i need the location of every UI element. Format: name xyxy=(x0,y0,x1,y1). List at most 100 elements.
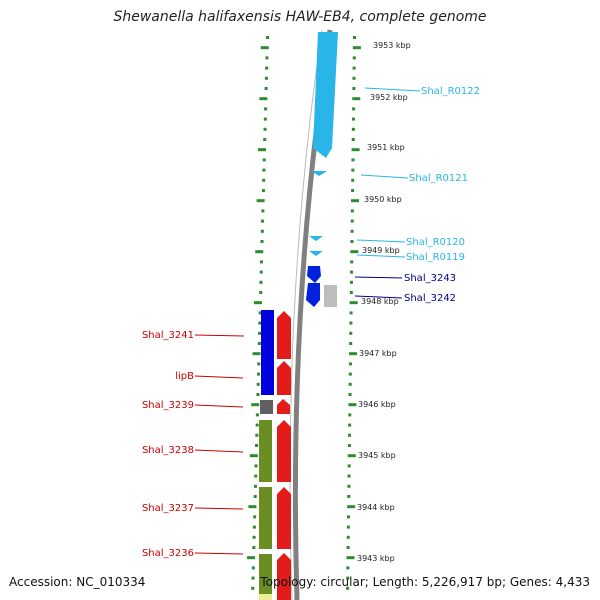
left-ruler-tick xyxy=(253,495,257,498)
left-ruler-tick xyxy=(249,454,258,458)
right-ruler-tick xyxy=(348,393,352,396)
cds-arrow-1[interactable] xyxy=(277,311,291,359)
left-ruler-tick xyxy=(256,393,260,396)
left-ruler-tick xyxy=(252,525,256,529)
kbp-tick-labels: 3953 kbp 3952 kbp 3951 kbp 3950 kbp 3949… xyxy=(357,41,411,563)
kbp-label-3944: 3944 kbp xyxy=(357,503,395,512)
right-ruler-tick xyxy=(351,138,355,141)
left-ruler-tick xyxy=(264,87,268,90)
leader-shal-3239 xyxy=(194,404,244,408)
right-ruler-tick xyxy=(351,158,355,162)
right-ruler-tick xyxy=(346,576,350,580)
right-ruler-tick xyxy=(349,291,353,294)
right-gene-labels: Shal_R0122 Shal_R0121 Shal_R0120 Shal_R0… xyxy=(404,86,480,304)
leader-shal-r0122 xyxy=(364,87,421,92)
gene-shal-3236-block[interactable] xyxy=(259,554,272,594)
cds-arrow-5[interactable] xyxy=(277,487,291,549)
map-title: Shewanella halifaxensis HAW-EB4, complet… xyxy=(113,9,487,25)
leader-shal-r0119 xyxy=(356,254,406,258)
left-ruler-tick xyxy=(255,423,259,427)
label-shal-r0121[interactable]: Shal_R0121 xyxy=(409,173,468,184)
label-shal-3242[interactable]: Shal_3242 xyxy=(404,293,456,304)
kbp-label-3948: 3948 kbp xyxy=(361,297,399,306)
leader-shal-3238 xyxy=(194,449,244,453)
gene-shal-3239-block[interactable] xyxy=(260,400,273,414)
left-ruler-tick xyxy=(265,66,269,70)
cds-arrow-4[interactable] xyxy=(277,420,291,482)
gene-shal-3242[interactable] xyxy=(306,283,320,307)
label-shal-3236[interactable]: Shal_3236 xyxy=(142,548,194,559)
right-ruler-tick xyxy=(346,535,350,539)
label-shal-3239[interactable]: Shal_3239 xyxy=(142,400,194,411)
left-ruler-tick xyxy=(264,107,268,111)
gene-shal-r0119[interactable] xyxy=(309,251,323,256)
left-ruler-tick xyxy=(255,250,264,254)
left-ruler-tick xyxy=(252,535,256,539)
label-shal-r0120[interactable]: Shal_R0120 xyxy=(406,237,465,248)
left-ruler-tick xyxy=(253,301,262,305)
left-ruler-tick xyxy=(258,331,262,335)
gene-shal-r0122[interactable] xyxy=(313,32,338,158)
kbp-label-3951: 3951 kbp xyxy=(367,143,405,152)
left-ruler-tick xyxy=(263,117,267,121)
left-ruler-tick xyxy=(254,464,258,468)
label-shal-r0119[interactable]: Shal_R0119 xyxy=(406,252,465,263)
left-ruler-tick xyxy=(261,219,265,223)
right-ruler-tick xyxy=(350,260,354,264)
kbp-label-3949: 3949 kbp xyxy=(362,246,400,255)
left-ruler-tick xyxy=(263,127,267,131)
left-ruler-tick xyxy=(251,586,255,590)
cds-arrow-2[interactable] xyxy=(277,361,291,395)
gene-shal-r0120[interactable] xyxy=(309,236,323,241)
leader-shal-r0120 xyxy=(356,239,406,243)
right-ruler-tick xyxy=(347,464,351,468)
gene-shal-3238-block[interactable] xyxy=(259,420,272,482)
right-ruler xyxy=(346,36,361,590)
right-ruler-tick xyxy=(351,148,360,152)
kbp-label-3950: 3950 kbp xyxy=(364,195,402,204)
label-lipb[interactable]: lipB xyxy=(175,371,194,382)
left-ruler-tick xyxy=(255,433,259,437)
left-ruler-tick xyxy=(257,362,261,366)
accession-text: Accession: NC_010334 xyxy=(9,575,146,589)
left-ruler-tick xyxy=(253,484,257,488)
cds-arrow-6[interactable] xyxy=(277,553,291,600)
gene-shal-3241-block[interactable] xyxy=(261,310,274,395)
left-ruler-tick xyxy=(255,413,259,417)
label-shal-3243[interactable]: Shal_3243 xyxy=(404,273,456,284)
right-ruler-tick xyxy=(351,189,355,192)
left-ruler-tick xyxy=(261,209,265,213)
label-shal-3238[interactable]: Shal_3238 xyxy=(142,445,194,456)
gene-bottom-stub[interactable] xyxy=(259,594,272,600)
left-ruler-tick xyxy=(256,199,265,203)
right-ruler-tick xyxy=(349,280,353,284)
right-ruler-tick xyxy=(348,403,357,407)
kbp-label-3953: 3953 kbp xyxy=(373,41,411,50)
gene-shal-3242-gray[interactable] xyxy=(324,285,337,307)
cds-arrow-3[interactable] xyxy=(277,399,290,414)
gene-shal-3243[interactable] xyxy=(307,266,321,283)
kbp-label-3943: 3943 kbp xyxy=(357,554,395,563)
left-ruler-tick xyxy=(261,189,265,192)
left-ruler-tick xyxy=(263,138,267,141)
right-ruler-tick xyxy=(352,76,356,80)
left-ruler-tick xyxy=(259,97,268,101)
gene-shal-3237-block[interactable] xyxy=(259,487,272,549)
label-shal-r0122[interactable]: Shal_R0122 xyxy=(421,86,480,97)
right-ruler-tick xyxy=(348,362,352,366)
left-ruler-tick xyxy=(266,36,269,39)
right-ruler-tick xyxy=(348,413,352,417)
left-ruler-tick xyxy=(255,444,259,447)
right-ruler-tick xyxy=(347,495,351,498)
leader-shal-3236 xyxy=(194,552,244,555)
label-shal-3241[interactable]: Shal_3241 xyxy=(142,330,194,341)
label-shal-3237[interactable]: Shal_3237 xyxy=(142,503,194,514)
left-ruler-tick xyxy=(252,352,261,356)
left-ruler xyxy=(247,36,269,590)
right-ruler-tick xyxy=(346,566,350,570)
right-ruler-tick xyxy=(348,423,352,427)
gene-shal-r0121[interactable] xyxy=(311,171,327,176)
right-ruler-tick xyxy=(352,87,356,90)
left-ruler-tick xyxy=(256,382,260,386)
